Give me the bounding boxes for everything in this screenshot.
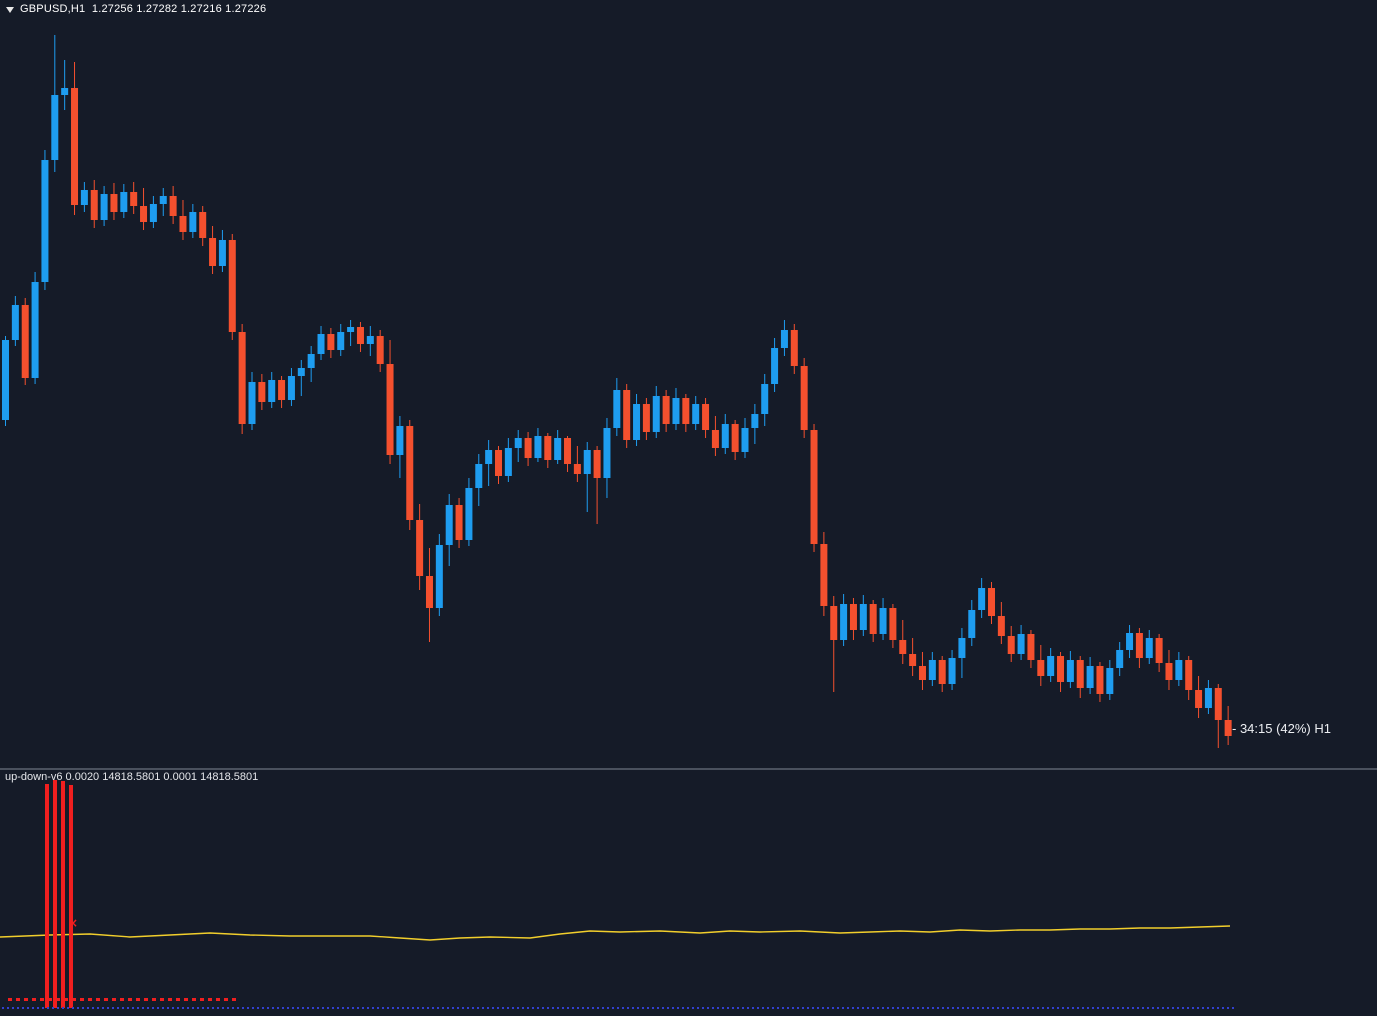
indicator-yellow-line: [0, 925, 1231, 941]
bar-countdown-label: - 34:15 (42%) H1: [1232, 721, 1331, 736]
collapse-triangle-icon[interactable]: [6, 6, 14, 13]
indicator-x-marker: ×: [68, 916, 78, 930]
indicator-name-label: up-down-v6 0.0020 14818.5801 0.0001 1481…: [5, 771, 259, 783]
indicator-subwindow: ×: [0, 780, 1234, 1009]
indicator-red-bars: [45, 780, 73, 1008]
window-separator[interactable]: [0, 768, 1377, 770]
candlestick-series: [2, 35, 1232, 748]
indicator-blue-dotted-baseline: [2, 1007, 1234, 1009]
indicator-red-dash-row: [8, 998, 236, 1001]
symbol-ohlc-quote: GBPUSD,H1 1.27256 1.27282 1.27216 1.2722…: [20, 3, 267, 15]
chart-header: GBPUSD,H1 1.27256 1.27282 1.27216 1.2722…: [6, 3, 266, 15]
